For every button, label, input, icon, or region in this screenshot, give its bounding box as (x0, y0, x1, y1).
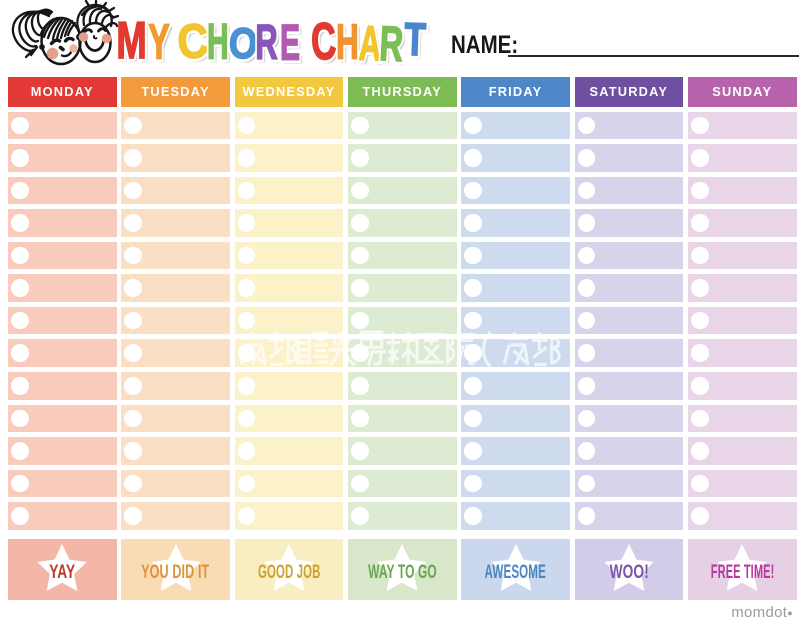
svg-text:C: C (176, 13, 210, 69)
svg-text:C: C (312, 15, 340, 74)
svg-text:H: H (207, 14, 229, 70)
svg-text:T: T (406, 16, 429, 69)
svg-text:E: E (280, 15, 300, 71)
svg-text:M: M (119, 13, 149, 72)
svg-text:O: O (228, 20, 259, 69)
svg-text:O: O (230, 23, 261, 72)
svg-text:Y: Y (148, 15, 169, 70)
svg-text:H: H (339, 17, 362, 72)
svg-text:C: C (176, 13, 210, 69)
svg-text:Y: Y (148, 15, 169, 70)
svg-text:R: R (255, 15, 277, 70)
svg-text:R: R (378, 15, 404, 72)
svg-text:C: C (310, 12, 338, 71)
svg-text:A: A (361, 18, 385, 74)
svg-text:H: H (336, 14, 359, 69)
svg-text:R: R (255, 15, 277, 70)
svg-text:M: M (116, 10, 146, 69)
svg-text:M: M (116, 10, 146, 69)
svg-text:E: E (282, 18, 302, 74)
svg-text:T: T (403, 13, 426, 66)
svg-text:C: C (178, 16, 212, 72)
svg-text:E: E (280, 15, 300, 71)
svg-text:R: R (258, 18, 280, 73)
svg-text:H: H (207, 14, 229, 70)
svg-text:O: O (228, 20, 259, 69)
svg-text:A: A (358, 15, 382, 71)
svg-text:C: C (310, 12, 338, 71)
svg-text:Y: Y (151, 18, 172, 73)
svg-text:T: T (403, 13, 426, 66)
svg-text:R: R (381, 18, 407, 75)
svg-text:H: H (336, 14, 359, 69)
svg-text:A: A (358, 15, 382, 71)
svg-text:H: H (209, 17, 231, 73)
